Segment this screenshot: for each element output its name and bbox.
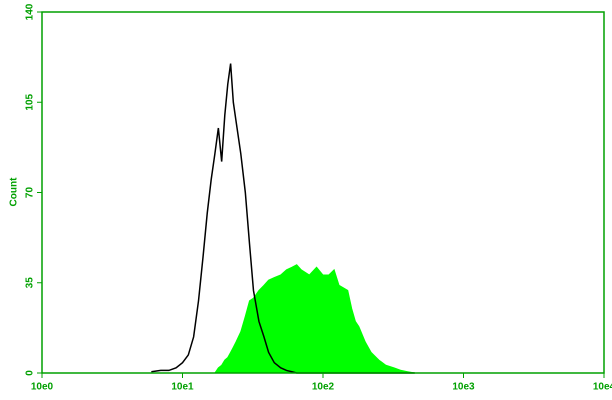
y-tick-label: 105 — [25, 93, 36, 110]
x-tick-label: 10e4 — [593, 382, 612, 393]
y-axis-label: Count — [9, 177, 20, 207]
y-tick-label: 0 — [25, 370, 36, 376]
x-tick-label: 10e3 — [452, 382, 475, 393]
x-tick-label: 10e1 — [171, 382, 194, 393]
y-tick-label: 70 — [25, 187, 36, 199]
y-tick-label: 140 — [25, 3, 36, 20]
x-tick-label: 10e0 — [31, 382, 54, 393]
x-tick-label: 10e2 — [312, 382, 335, 393]
y-tick-label: 35 — [25, 277, 36, 289]
histogram-area — [151, 264, 415, 374]
